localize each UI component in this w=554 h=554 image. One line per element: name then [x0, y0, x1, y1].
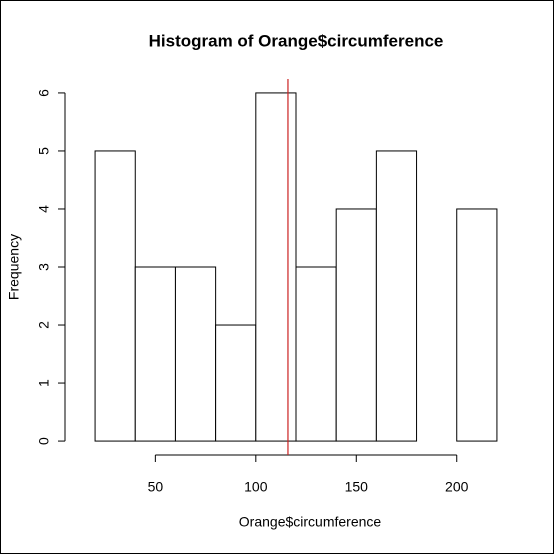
y-tick-label: 4 — [36, 205, 52, 213]
y-tick-label: 0 — [36, 437, 52, 445]
x-tick-label: 200 — [445, 479, 469, 495]
bar — [94, 150, 136, 442]
y-tick-label: 2 — [36, 321, 52, 329]
bar — [295, 266, 337, 442]
y-tick-label: 3 — [36, 263, 52, 271]
bar — [375, 150, 418, 442]
x-axis-label: Orange$circumference — [239, 514, 382, 530]
bar — [255, 92, 297, 442]
bar — [134, 266, 176, 442]
bar — [456, 208, 498, 442]
y-tick-label: 1 — [36, 379, 52, 387]
chart-title: Histogram of Orange$circumference — [149, 31, 444, 50]
x-tick-label: 100 — [244, 479, 268, 495]
y-axis-label: Frequency — [6, 234, 22, 300]
bar — [215, 324, 257, 442]
y-tick-label: 6 — [36, 89, 52, 97]
bar — [335, 208, 377, 442]
y-tick-label: 5 — [36, 147, 52, 155]
bar — [174, 266, 217, 442]
x-tick-label: 50 — [148, 479, 164, 495]
x-tick-label: 150 — [345, 479, 369, 495]
